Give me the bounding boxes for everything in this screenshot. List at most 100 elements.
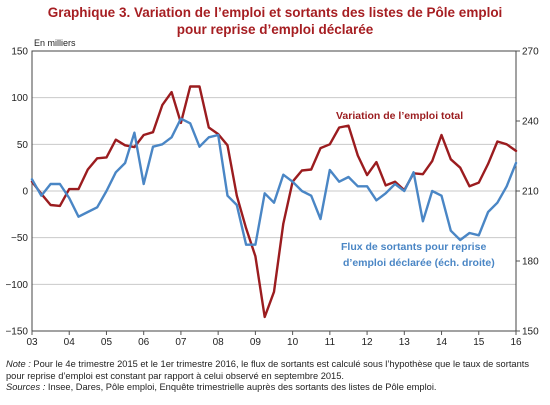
point-employment (180, 122, 182, 124)
chart-title: Graphique 3. Variation de l’emploi et so… (47, 5, 503, 20)
point-employment (86, 168, 89, 171)
point-job-exits (338, 180, 341, 183)
point-job-exits (124, 162, 126, 164)
point-job-exits (59, 183, 61, 185)
point-job-exits (133, 131, 136, 134)
point-job-exits (86, 211, 89, 213)
right-tick-label: 180 (522, 257, 539, 268)
point-job-exits (68, 197, 71, 199)
point-job-exits (226, 194, 229, 197)
point-job-exits (515, 162, 517, 164)
point-employment (133, 146, 136, 149)
point-job-exits (422, 220, 424, 223)
point-employment (319, 147, 322, 150)
point-employment (328, 143, 331, 146)
point-employment (459, 166, 462, 169)
x-tick-label: 16 (510, 337, 522, 348)
point-employment (245, 227, 248, 230)
left-axis-unit: En milliers (34, 38, 76, 48)
point-job-exits (328, 169, 331, 171)
right-tick-label: 150 (522, 327, 539, 338)
point-job-exits (431, 190, 434, 192)
left-tick-label: 150 (11, 47, 28, 58)
point-job-exits (282, 173, 285, 176)
point-employment (189, 85, 192, 88)
point-employment (96, 157, 99, 160)
x-tick-label: 04 (64, 337, 76, 348)
left-tick-label: 100 (11, 93, 28, 104)
point-employment (449, 158, 452, 161)
point-job-exits (254, 243, 257, 246)
x-tick-label: 15 (473, 337, 485, 348)
point-job-exits (273, 201, 275, 204)
point-employment (505, 143, 508, 146)
x-tick-label: 07 (175, 337, 187, 348)
point-job-exits (487, 211, 489, 213)
point-job-exits (384, 192, 387, 195)
point-job-exits (263, 192, 266, 195)
x-tick-label: 03 (26, 337, 38, 348)
point-employment (282, 222, 285, 225)
point-employment (347, 124, 350, 127)
point-employment (515, 150, 517, 152)
right-tick-label: 210 (522, 187, 539, 198)
right-tick-label: 270 (522, 47, 539, 58)
series-label-job-exits: d’emploi déclarée (éch. droite) (343, 257, 495, 269)
point-employment (375, 161, 378, 164)
point-employment (207, 126, 210, 129)
x-tick-label: 09 (250, 337, 262, 348)
point-job-exits (77, 215, 80, 218)
point-employment (263, 316, 266, 318)
point-job-exits (449, 229, 452, 232)
point-job-exits (403, 190, 406, 192)
point-employment (170, 91, 173, 93)
point-employment (366, 174, 368, 177)
point-job-exits (180, 117, 182, 120)
point-employment (49, 204, 52, 206)
point-job-exits (366, 185, 368, 188)
point-job-exits (142, 183, 145, 185)
point-employment (105, 156, 108, 159)
point-job-exits (161, 143, 164, 146)
point-employment (487, 163, 489, 165)
x-tick-label: 06 (138, 337, 150, 348)
point-job-exits (207, 136, 210, 139)
note-label: Note : (6, 359, 31, 369)
point-employment (384, 184, 387, 187)
point-job-exits (114, 171, 117, 174)
point-job-exits (235, 204, 238, 206)
point-job-exits (105, 190, 108, 192)
series-label-job-exits: Flux de sortants pour reprise (341, 241, 486, 253)
note-line-1: Note : Pour le 4e trimestre 2015 et le 1… (6, 359, 546, 371)
chart-notes: Note : Pour le 4e trimestre 2015 et le 1… (6, 359, 546, 394)
note-text-1: Pour le 4e trimestre 2015 et le 1er trim… (30, 359, 529, 369)
plot-frame (31, 50, 517, 332)
point-employment (422, 173, 424, 176)
point-job-exits (319, 218, 322, 220)
point-job-exits (152, 145, 154, 148)
point-job-exits (170, 136, 173, 139)
point-job-exits (49, 183, 52, 185)
note-line-2: pour reprise d’emploi est constant par r… (6, 370, 344, 381)
point-employment (198, 85, 201, 88)
point-job-exits (301, 190, 303, 192)
point-employment (124, 144, 126, 147)
sources-label: Sources : (6, 382, 46, 392)
point-job-exits (291, 180, 294, 183)
point-employment (114, 138, 117, 141)
point-job-exits (245, 243, 248, 246)
point-employment (235, 194, 238, 197)
point-job-exits (496, 201, 499, 204)
point-job-exits (505, 185, 508, 188)
point-job-exits (477, 234, 480, 237)
sources-text: Insee, Dares, Pôle emploi, Enquête trime… (45, 382, 437, 392)
point-employment (254, 255, 257, 258)
left-tick-label: −100 (5, 280, 28, 291)
sources-line: Sources : Insee, Dares, Pôle emploi, Enq… (6, 382, 546, 394)
x-tick-label: 14 (436, 337, 448, 348)
point-employment (468, 185, 471, 188)
point-job-exits (468, 232, 471, 234)
point-job-exits (459, 239, 462, 241)
point-employment (59, 205, 61, 207)
